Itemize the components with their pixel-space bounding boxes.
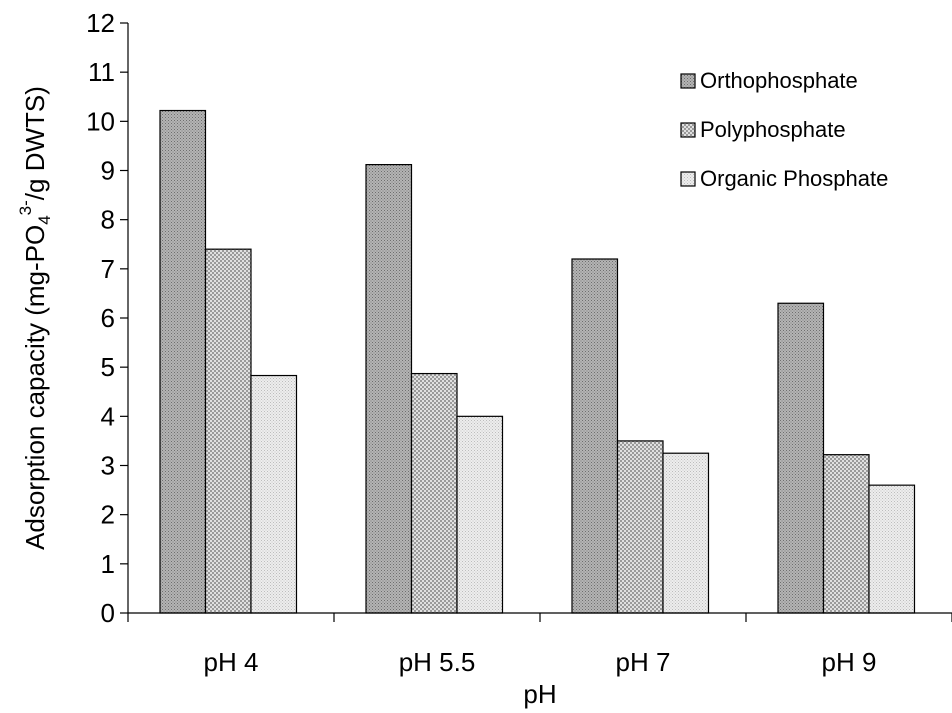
bar-orthophosphate-3 xyxy=(777,302,825,614)
legend-label: Organic Phosphate xyxy=(700,166,888,191)
y-tick-label: 2 xyxy=(101,500,115,530)
y-tick-label: 3 xyxy=(101,451,115,481)
y-tick-label: 6 xyxy=(101,303,115,333)
y-axis-label-superscript: 3- xyxy=(16,200,35,215)
bar-organic-phosphate-3 xyxy=(868,484,916,614)
legend-label: Orthophosphate xyxy=(700,68,858,93)
y-tick-label: 10 xyxy=(86,106,115,136)
bar-organic-phosphate-2 xyxy=(662,452,710,614)
bar-polyphosphate-2 xyxy=(616,440,664,614)
y-tick-label: 9 xyxy=(101,156,115,186)
y-axis-label-suffix: /g DWTS) xyxy=(20,86,50,200)
bars-group xyxy=(159,109,916,614)
x-tick-label: pH 9 xyxy=(822,647,877,677)
y-tick-label: 12 xyxy=(86,8,115,38)
x-tick-label: pH 7 xyxy=(616,647,671,677)
y-tick-label: 0 xyxy=(101,598,115,628)
y-axis-label-subscript: 4 xyxy=(35,215,54,224)
bar-orthophosphate-1 xyxy=(365,164,413,614)
bar-organic-phosphate-1 xyxy=(456,415,504,614)
y-tick-label: 11 xyxy=(88,57,115,87)
bar-polyphosphate-3 xyxy=(822,454,870,614)
bar-polyphosphate-1 xyxy=(410,372,458,614)
x-tick-label: pH 5.5 xyxy=(399,647,476,677)
legend-swatch xyxy=(680,73,696,89)
y-tick-label: 4 xyxy=(101,401,115,431)
legend-swatch xyxy=(680,171,696,187)
x-tick-label: pH 4 xyxy=(204,647,259,677)
bar-organic-phosphate-0 xyxy=(250,374,298,614)
x-axis-label: pH xyxy=(523,679,556,709)
legend-label: Polyphosphate xyxy=(700,117,846,142)
x-axis-ticks: pH 4 pH 5.5 pH 7 pH 9 xyxy=(127,613,952,677)
y-tick-label: 1 xyxy=(101,549,115,579)
legend-swatch xyxy=(680,122,696,138)
y-tick-label: 7 xyxy=(101,254,115,284)
legend: Orthophosphate Polyphosphate Organic Phosp… xyxy=(680,68,888,191)
bar-polyphosphate-0 xyxy=(204,248,252,614)
y-tick-label: 5 xyxy=(101,352,115,382)
y-axis-label: Adsorption capacity (mg-PO43-/g DWTS) xyxy=(16,86,54,550)
y-axis-label-prefix: Adsorption capacity (mg-PO xyxy=(20,225,50,550)
bar-orthophosphate-2 xyxy=(571,258,619,614)
bar-orthophosphate-0 xyxy=(159,109,207,614)
y-tick-label: 8 xyxy=(101,205,115,235)
